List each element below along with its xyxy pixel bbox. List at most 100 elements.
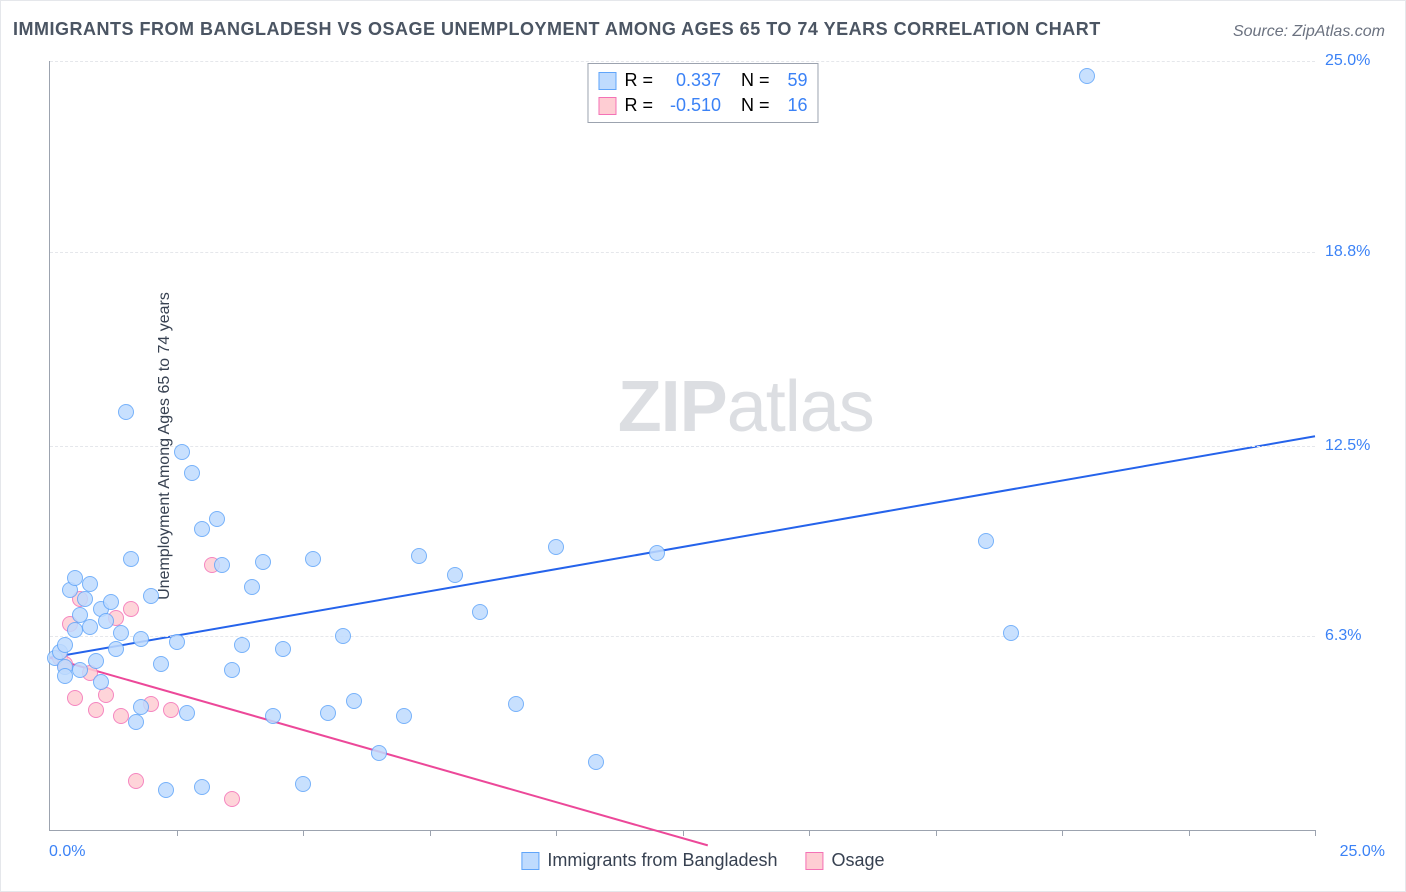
legend-item-series1: Immigrants from Bangladesh <box>521 850 777 871</box>
chart-title: IMMIGRANTS FROM BANGLADESH VS OSAGE UNEM… <box>13 19 1101 40</box>
scatter-point <box>82 619 98 635</box>
stats-N-value-series1: 59 <box>778 70 808 91</box>
stats-R-label2: R = <box>624 95 653 116</box>
scatter-point <box>174 444 190 460</box>
scatter-point <box>335 628 351 644</box>
stats-N-value-series2: 16 <box>778 95 808 116</box>
scatter-point <box>194 521 210 537</box>
scatter-point <box>224 662 240 678</box>
x-tick-mark <box>1189 830 1190 836</box>
x-tick-mark <box>1315 830 1316 836</box>
chart-frame: IMMIGRANTS FROM BANGLADESH VS OSAGE UNEM… <box>0 0 1406 892</box>
scatter-point <box>72 662 88 678</box>
scatter-point <box>244 579 260 595</box>
scatter-point <box>978 533 994 549</box>
scatter-point <box>265 708 281 724</box>
x-tick-mark <box>1062 830 1063 836</box>
scatter-point <box>396 708 412 724</box>
x-max-label: 25.0% <box>1340 843 1385 861</box>
scatter-point <box>346 693 362 709</box>
stats-R-value-series1: 0.337 <box>661 70 721 91</box>
scatter-point <box>209 511 225 527</box>
scatter-point <box>98 613 114 629</box>
scatter-point <box>57 668 73 684</box>
source-attribution: Source: ZipAtlas.com <box>1233 23 1385 41</box>
legend-label-series1: Immigrants from Bangladesh <box>547 850 777 871</box>
scatter-point <box>1079 68 1095 84</box>
y-tick-label: 18.8% <box>1325 243 1395 261</box>
scatter-point <box>128 773 144 789</box>
scatter-point <box>275 641 291 657</box>
scatter-point <box>133 699 149 715</box>
stats-R-label: R = <box>624 70 653 91</box>
scatter-point <box>113 625 129 641</box>
y-tick-label: 25.0% <box>1325 52 1395 70</box>
scatter-point <box>118 404 134 420</box>
scatter-point <box>179 705 195 721</box>
scatter-point <box>234 637 250 653</box>
x-tick-mark <box>936 830 937 836</box>
scatter-point <box>194 779 210 795</box>
scatter-point <box>93 674 109 690</box>
scatter-point <box>1003 625 1019 641</box>
legend-item-series2: Osage <box>806 850 885 871</box>
scatter-point <box>214 557 230 573</box>
x-tick-mark <box>303 830 304 836</box>
x-tick-mark <box>430 830 431 836</box>
stats-row-series1: R = 0.337 N = 59 <box>598 68 807 93</box>
scatter-point <box>57 637 73 653</box>
scatter-point <box>82 576 98 592</box>
legend-swatch-series1 <box>521 852 539 870</box>
stats-N-label: N = <box>741 70 770 91</box>
swatch-series2 <box>598 97 616 115</box>
scatter-point <box>143 588 159 604</box>
gridline-h <box>50 61 1315 62</box>
scatter-point <box>305 551 321 567</box>
scatter-point <box>472 604 488 620</box>
stats-R-value-series2: -0.510 <box>661 95 721 116</box>
legend-bottom: Immigrants from Bangladesh Osage <box>521 850 884 871</box>
legend-label-series2: Osage <box>832 850 885 871</box>
scatter-point <box>295 776 311 792</box>
x-tick-mark <box>556 830 557 836</box>
scatter-point <box>153 656 169 672</box>
stats-legend-box: R = 0.337 N = 59 R = -0.510 N = 16 <box>587 63 818 123</box>
scatter-point <box>158 782 174 798</box>
x-tick-mark <box>177 830 178 836</box>
scatter-point <box>88 702 104 718</box>
scatter-point <box>128 714 144 730</box>
scatter-point <box>67 570 83 586</box>
scatter-point <box>133 631 149 647</box>
gridline-h <box>50 446 1315 447</box>
x-tick-mark <box>683 830 684 836</box>
scatter-point <box>320 705 336 721</box>
scatter-point <box>169 634 185 650</box>
scatter-point <box>184 465 200 481</box>
scatter-point <box>255 554 271 570</box>
scatter-point <box>411 548 427 564</box>
x-tick-mark <box>809 830 810 836</box>
scatter-point <box>548 539 564 555</box>
scatter-point <box>508 696 524 712</box>
scatter-point <box>77 591 93 607</box>
scatter-point <box>224 791 240 807</box>
scatter-point <box>163 702 179 718</box>
y-tick-label: 6.3% <box>1325 627 1395 645</box>
scatter-point <box>371 745 387 761</box>
plot-area: ZIPatlas 6.3%12.5%18.8%25.0% <box>49 61 1315 831</box>
origin-label: 0.0% <box>49 843 85 861</box>
stats-row-series2: R = -0.510 N = 16 <box>598 93 807 118</box>
stats-N-label2: N = <box>741 95 770 116</box>
scatter-point <box>123 601 139 617</box>
swatch-series1 <box>598 72 616 90</box>
legend-swatch-series2 <box>806 852 824 870</box>
scatter-point <box>67 690 83 706</box>
scatter-point <box>103 594 119 610</box>
scatter-point <box>108 641 124 657</box>
y-tick-label: 12.5% <box>1325 437 1395 455</box>
scatter-point <box>88 653 104 669</box>
scatter-point <box>67 622 83 638</box>
scatter-point <box>123 551 139 567</box>
gridline-h <box>50 252 1315 253</box>
scatter-point <box>649 545 665 561</box>
